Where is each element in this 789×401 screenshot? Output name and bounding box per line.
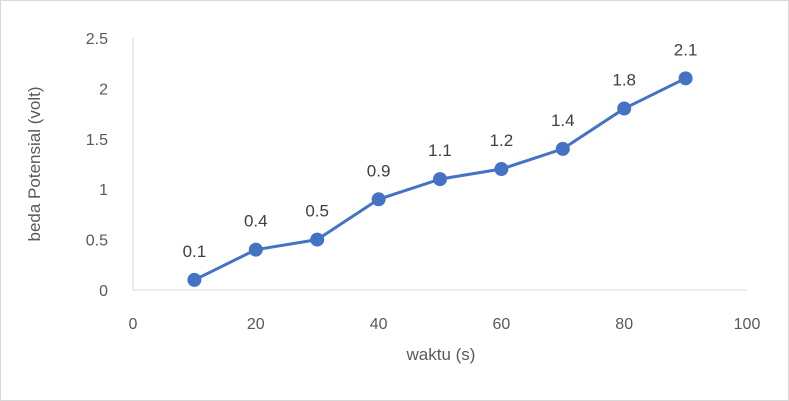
data-label: 0.1 [183,242,207,261]
y-axis-title: beda Potensial (volt) [25,87,44,242]
data-point [248,242,263,257]
x-tick-label: 0 [129,316,138,333]
data-label: 2.1 [674,40,698,59]
y-tick-label: 1.5 [86,132,108,149]
data-labels: 0.1 0.4 0.5 0.9 1.1 1.2 1.4 1.8 2.1 [183,40,698,261]
y-tick-label: 2 [99,81,108,98]
y-tick-label: 2.5 [86,31,108,48]
y-tick-label: 0.5 [86,233,108,250]
data-points [187,71,693,287]
data-label: 1.2 [490,131,514,150]
data-point [678,71,693,86]
data-point [310,232,325,247]
axes [132,38,747,291]
data-point [433,172,447,187]
data-point [187,272,202,287]
x-tick-label: 80 [615,316,633,333]
data-point [555,141,570,156]
x-tick-label: 100 [734,316,761,333]
y-tick-label: 0 [99,283,108,300]
data-label: 1.8 [612,71,636,90]
data-label: 0.4 [244,212,268,231]
x-tick-label: 20 [247,316,265,333]
data-point [494,162,509,177]
tick-labels: 0 20 40 60 80 100 0 0.5 1 1.5 2 2.5 [86,31,761,333]
x-tick-label: 40 [370,316,388,333]
data-label: 1.1 [428,141,452,160]
x-axis-title: waktu (s) [406,345,476,364]
x-tick-label: 60 [493,316,511,333]
y-tick-label: 1 [99,182,108,199]
data-label: 0.9 [367,161,391,180]
data-label: 1.4 [551,111,575,130]
data-label: 0.5 [305,202,329,221]
data-point [617,101,632,116]
data-point [371,192,386,207]
